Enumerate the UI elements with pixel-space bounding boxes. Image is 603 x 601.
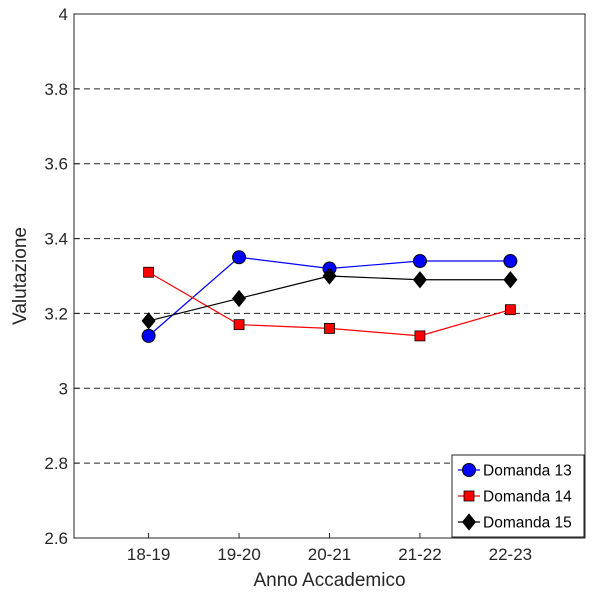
data-point xyxy=(232,289,247,308)
y-tick-label: 3.2 xyxy=(44,304,68,323)
data-point xyxy=(412,271,427,289)
legend-marker xyxy=(463,490,475,502)
data-point xyxy=(324,322,335,334)
legend-item: Domanda 13 xyxy=(458,463,572,480)
data-point xyxy=(143,266,155,278)
legend-label: Domanda 14 xyxy=(483,489,572,506)
data-point xyxy=(503,271,518,289)
data-point xyxy=(503,254,518,269)
data-point xyxy=(233,319,245,331)
x-tick-label: 19-20 xyxy=(217,545,260,564)
y-axis-title: Valutazione xyxy=(10,227,31,325)
legend: Domanda 13 Domanda 14 Domanda 15 xyxy=(451,454,585,538)
axis-ticks xyxy=(74,13,511,539)
x-tick-label: 22-23 xyxy=(489,545,532,564)
data-point xyxy=(141,328,156,343)
legend-items: Domanda 13 Domanda 14 Domanda 15 xyxy=(458,463,572,532)
legend-label: Domanda 15 xyxy=(483,515,572,532)
data-point xyxy=(414,330,426,342)
x-tick-label: 20-21 xyxy=(308,545,351,564)
data-point xyxy=(504,304,516,316)
legend-item: Domanda 14 xyxy=(458,489,572,506)
y-tick-label: 2.6 xyxy=(44,529,68,548)
y-tick-label: 2.8 xyxy=(44,454,68,473)
legend-marker xyxy=(461,513,477,531)
grid-lines xyxy=(74,13,585,464)
y-tick-label: 3 xyxy=(59,379,68,398)
data-point xyxy=(322,267,337,285)
x-tick-label: 21-22 xyxy=(398,545,441,564)
data-point xyxy=(141,312,156,330)
x-axis-title: Anno Accademico xyxy=(253,570,405,591)
series-group xyxy=(141,250,518,343)
data-point xyxy=(232,250,247,265)
legend-marker xyxy=(462,463,476,477)
y-tick-label: 3.8 xyxy=(44,80,68,99)
x-tick-label: 18-19 xyxy=(127,545,170,564)
y-tick-label: 3.6 xyxy=(44,155,68,174)
series-3 xyxy=(141,267,518,330)
y-tick-label: 4 xyxy=(59,5,68,24)
y-tick-label: 3.4 xyxy=(44,230,68,249)
series-2 xyxy=(143,266,516,342)
legend-label: Domanda 13 xyxy=(483,463,572,480)
data-point xyxy=(412,254,427,269)
legend-item: Domanda 15 xyxy=(458,513,572,532)
tick-labels: 2.6 2.8 3 3.2 3.4 3.6 3.8 4 18-19 19-20 20-21 21-22… xyxy=(44,5,532,564)
